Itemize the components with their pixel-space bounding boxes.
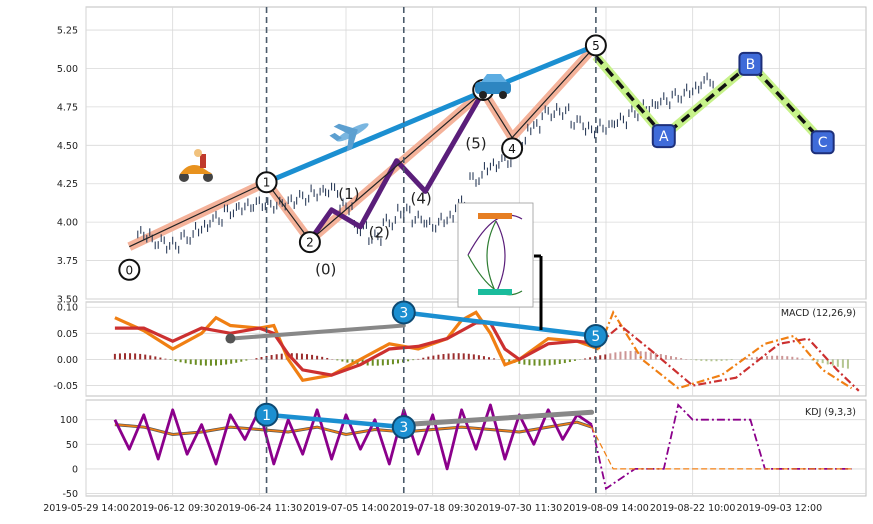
kdj-wave-badge xyxy=(254,402,279,427)
macd-layer xyxy=(113,309,860,392)
macd-panel-frame xyxy=(85,301,867,397)
projection-badge xyxy=(738,51,763,76)
kdj-k-projection xyxy=(590,403,852,491)
y-tick-label: 0.05 xyxy=(57,329,78,340)
y-tick-label: 0.00 xyxy=(57,355,78,366)
y-tick-label: -50 xyxy=(62,489,78,500)
y-tick-label: 3.75 xyxy=(57,256,78,267)
kdj-divergence-line xyxy=(401,409,595,428)
y-tick-label: 5.00 xyxy=(57,64,78,75)
wave-label-circle xyxy=(501,137,524,160)
sub-wave-label: (5) xyxy=(465,134,486,152)
projection-label: B xyxy=(746,57,756,73)
y-tick-label: 4.00 xyxy=(57,218,78,229)
kdj-wave-badge-label: 3 xyxy=(399,420,408,436)
kdj-panel-title: KDJ (9,3,3) xyxy=(805,407,856,418)
wave-label-circle xyxy=(118,258,141,281)
macd-wave-line xyxy=(403,310,597,339)
kdj-layer xyxy=(113,403,852,491)
sub-wave-line xyxy=(307,90,486,243)
wave-label: 4 xyxy=(508,142,516,156)
kdj-k-line xyxy=(113,403,593,471)
ring-diagram-icon xyxy=(457,202,534,308)
macd-dif-line xyxy=(114,310,600,383)
y-tick-label: 0.10 xyxy=(57,303,78,314)
projection-label: A xyxy=(659,129,669,145)
y-tick-label: 4.75 xyxy=(57,102,78,113)
x-tick-label: 2019-06-12 09:30 xyxy=(130,503,216,514)
y-tick-label: 4.50 xyxy=(57,141,78,152)
x-tick-label: 2019-07-05 14:00 xyxy=(303,503,389,514)
projection-badge xyxy=(651,124,676,149)
x-tick-label: 2019-09-03 12:00 xyxy=(737,503,823,514)
projection-label: C xyxy=(818,135,828,151)
y-tick-label: 100 xyxy=(60,415,78,426)
scooter-icon xyxy=(179,149,213,182)
wave-label: 2 xyxy=(306,236,314,250)
wave-label: 5 xyxy=(592,39,600,53)
kdj-wave-line xyxy=(266,412,405,430)
sub-wave-label: (1) xyxy=(338,185,359,203)
wave-trend-line xyxy=(264,42,599,185)
macd-dea-line xyxy=(114,321,599,377)
wave-label: 1 xyxy=(263,176,271,190)
wave-label: 0 xyxy=(126,263,134,277)
wave-label-circle xyxy=(255,171,278,194)
macd-divergence-line xyxy=(228,323,406,341)
car-icon xyxy=(475,74,511,99)
y-tick-label: 4.25 xyxy=(57,179,78,190)
projection-badge xyxy=(810,130,835,155)
macd-dea-projection xyxy=(598,324,860,392)
macd-divergence-point xyxy=(225,333,236,344)
x-tick-label: 2019-06-24 11:30 xyxy=(217,503,303,514)
macd-wave-badge xyxy=(391,300,416,325)
wave-label-circle xyxy=(584,34,607,57)
x-tick-label: 2019-07-18 09:30 xyxy=(390,503,476,514)
sub-wave-label: (2) xyxy=(369,224,390,242)
wave-label-circle xyxy=(298,231,321,254)
impulse-wave-line xyxy=(129,44,597,248)
y-tick-label: 0 xyxy=(72,464,78,475)
y-tick-label: -0.05 xyxy=(53,381,78,392)
y-tick-label: 3.50 xyxy=(57,295,78,306)
kdj-d-projection xyxy=(591,426,852,470)
macd-dif-projection xyxy=(597,309,853,390)
sub-wave-label: (0) xyxy=(315,260,336,278)
projection-line xyxy=(594,55,824,144)
y-tick-label: 5.25 xyxy=(57,26,78,37)
y-tick-label: 50 xyxy=(66,440,78,451)
macd-wave-badge-label: 5 xyxy=(591,329,600,345)
airplane-icon xyxy=(329,123,369,152)
x-tick-label: 2019-07-30 11:30 xyxy=(477,503,563,514)
macd-wave-badge xyxy=(583,323,608,348)
macd-wave-badge-label: 3 xyxy=(399,305,408,321)
x-tick-label: 2019-05-29 14:00 xyxy=(43,503,129,514)
kdj-wave-badge xyxy=(391,415,416,440)
x-tick-label: 2019-08-22 10:00 xyxy=(650,503,736,514)
x-tick-label: 2019-08-09 14:00 xyxy=(563,503,649,514)
sub-wave-label: (4) xyxy=(410,190,431,208)
kdj-wave-badge-label: 1 xyxy=(262,408,271,424)
axis-layer: 2019-05-29 14:00 2019-06-12 09:30 2019-06-… xyxy=(43,26,822,514)
macd-panel-title: MACD (12,26,9) xyxy=(781,308,856,319)
